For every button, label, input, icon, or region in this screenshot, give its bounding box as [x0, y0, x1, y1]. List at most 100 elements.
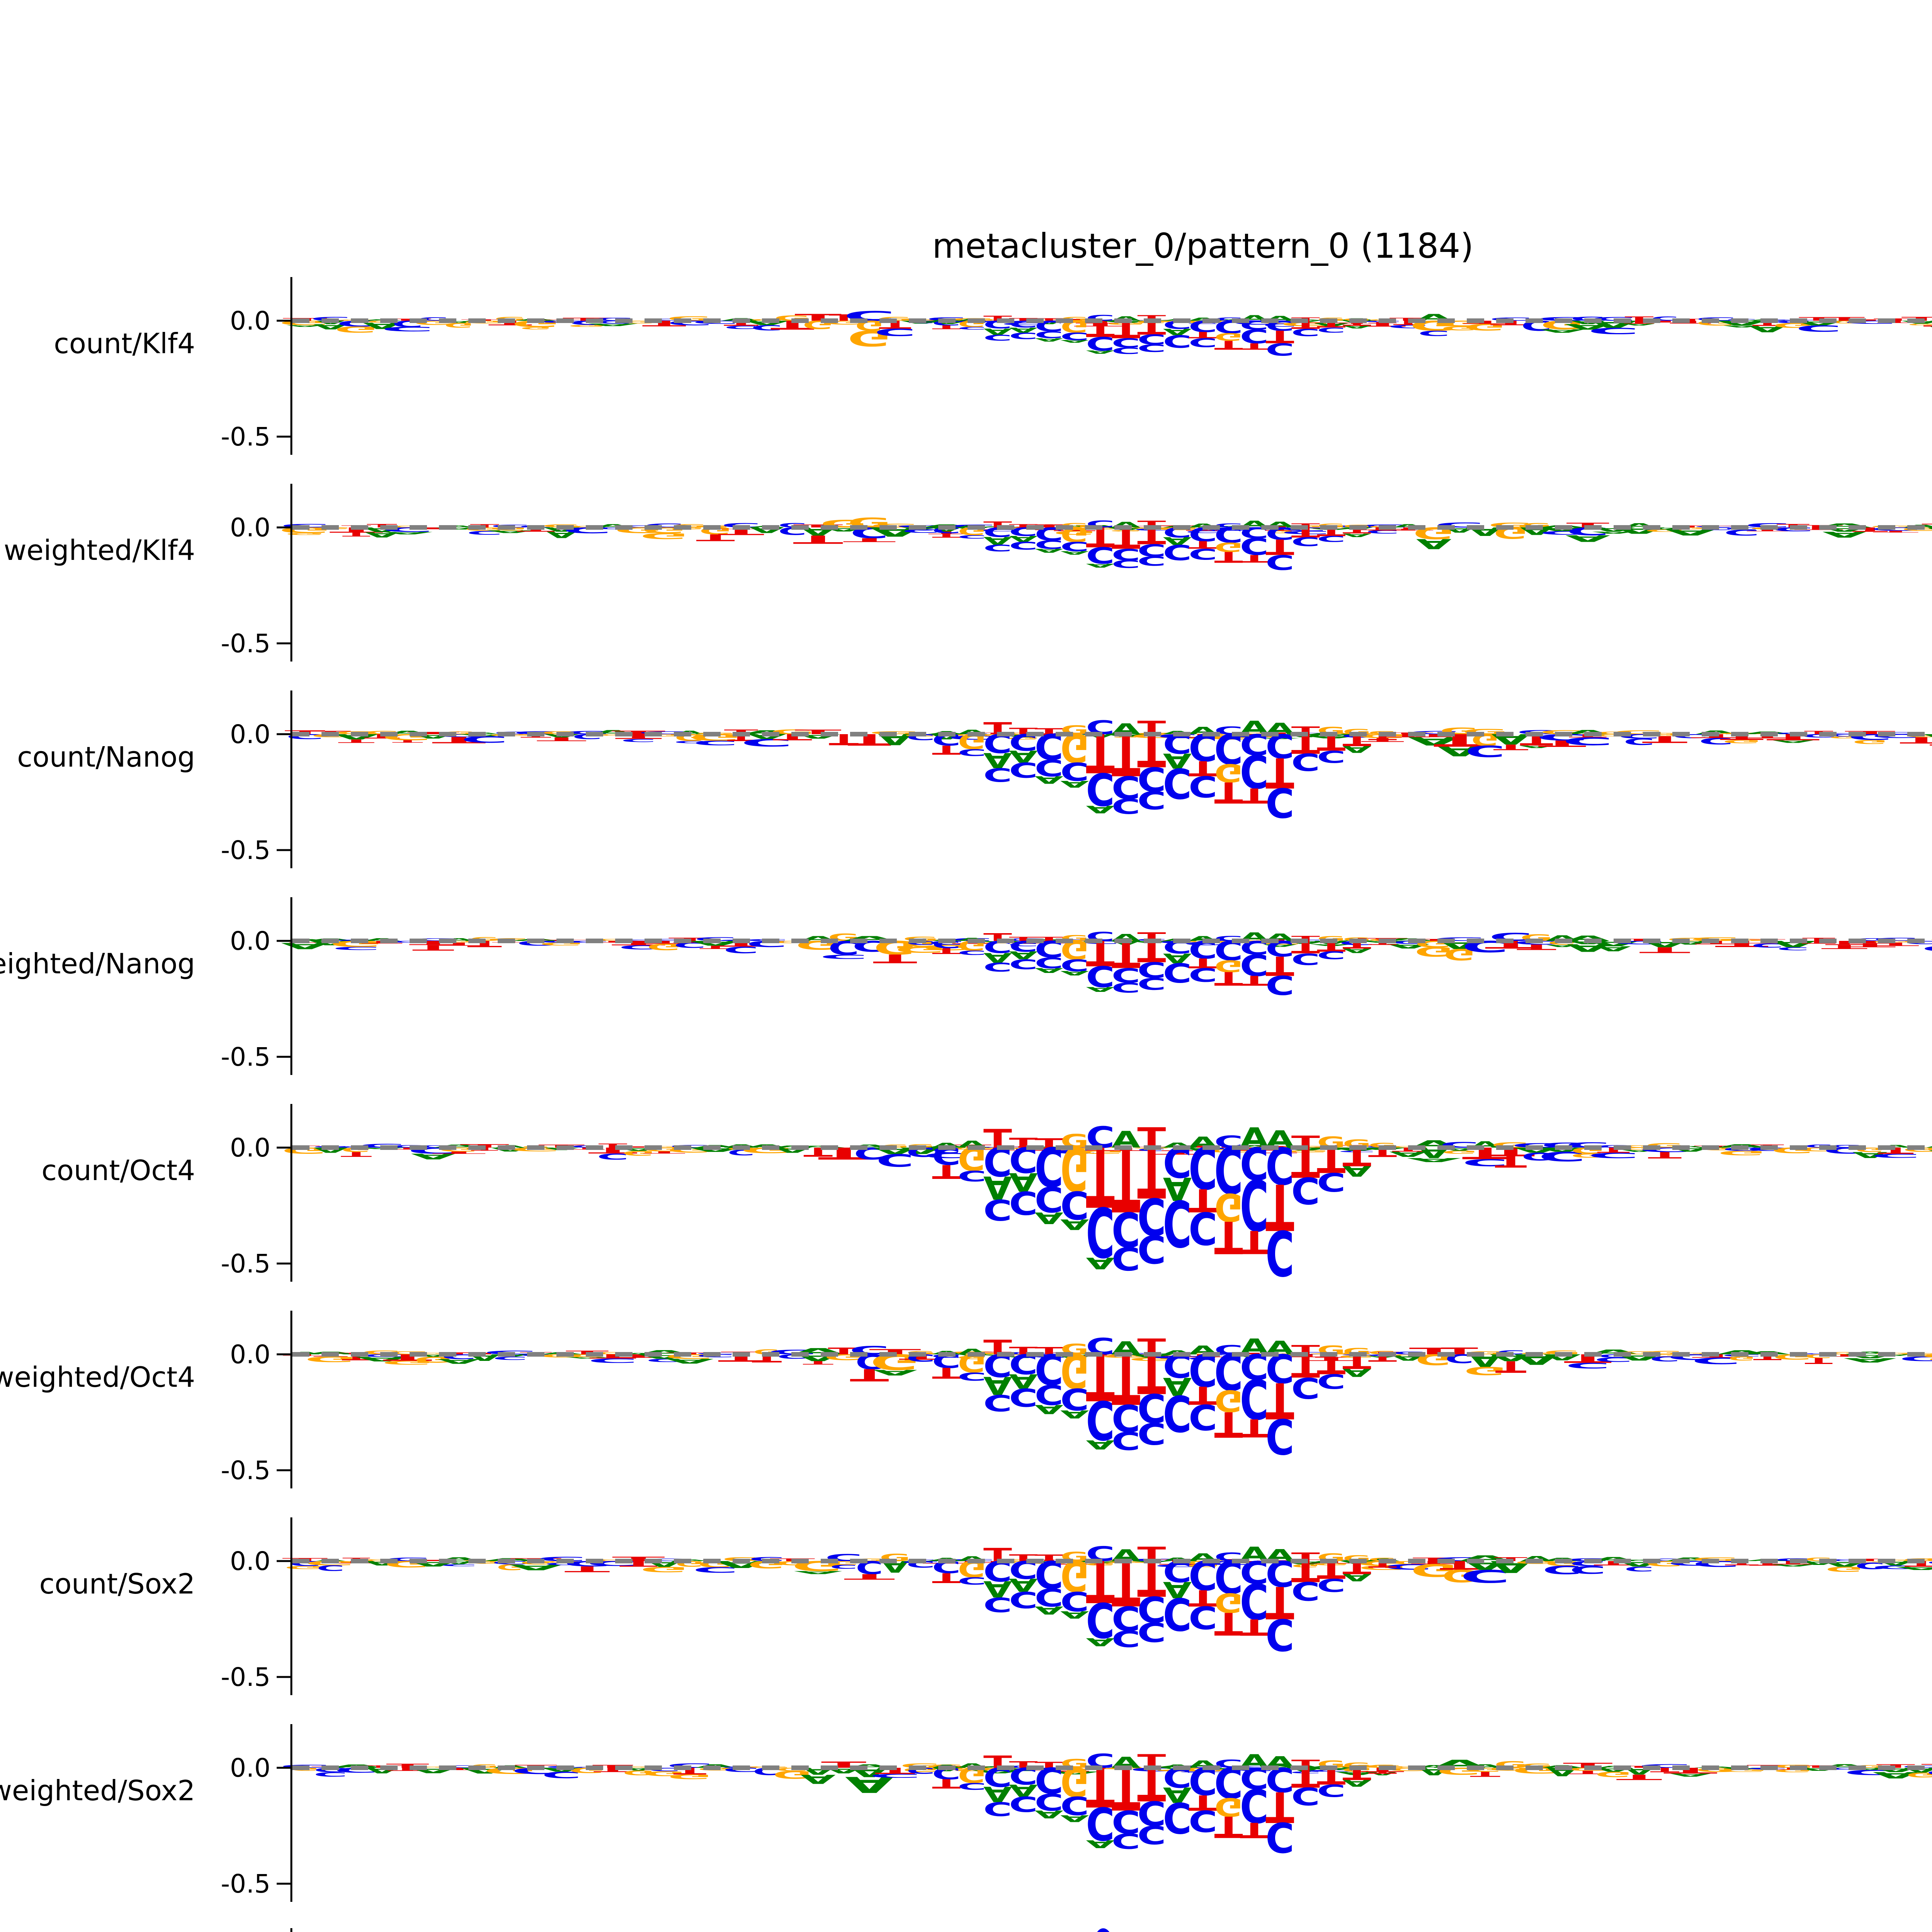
logo-letter-C: C — [1060, 757, 1089, 786]
logo-letter-C: C — [1009, 758, 1037, 782]
logo-letter-T: T — [718, 939, 764, 948]
logo-letter-C: C — [1163, 1384, 1192, 1442]
logo-letter-T: T — [1639, 946, 1690, 955]
logo-letter-A: A — [1009, 1167, 1038, 1196]
logo-letter-G: G — [998, 1354, 1049, 1357]
row-label-weighted-oct4: weighted/Oct4 — [0, 1361, 195, 1393]
logo-letter-C: C — [1137, 785, 1166, 814]
subplot-count-sox2: TCGAGCTTGACGTAAACGGACGTGACGCCTGCTTCAGAGG… — [39, 1517, 1932, 1695]
logo-letter-C: C — [724, 325, 758, 330]
logo-letter-T: T — [1240, 783, 1269, 807]
logo-letter-C: C — [723, 944, 759, 955]
logo-letter-A: A — [1407, 1157, 1461, 1163]
logo-letter-C: C — [1112, 1828, 1140, 1853]
logo-letter-A: A — [1086, 985, 1115, 993]
logo-letter-C: C — [1051, 1149, 1098, 1155]
logo-letter-C: C — [1112, 963, 1140, 986]
logo-letter-C: C — [983, 1593, 1012, 1616]
logo-letter-G: G — [1027, 319, 1070, 321]
logo-letter-T: T — [407, 731, 459, 735]
logo-letter-T: T — [1361, 737, 1404, 743]
logo-letter-T: T — [1265, 950, 1294, 981]
logo-letter-T: T — [1923, 319, 1932, 328]
logo-letter-T: T — [932, 324, 961, 330]
logo-letter-T: T — [1023, 940, 1075, 944]
logo-letter-C: C — [1926, 1560, 1932, 1565]
logo-letter-C: C — [1163, 1185, 1192, 1259]
logo-letter-A: A — [1596, 945, 1631, 953]
logo-letter-C: C — [1588, 1151, 1639, 1160]
logo-letter-G: G — [647, 942, 682, 952]
logo-letter-C: C — [1265, 339, 1294, 359]
logo-letter-C: C — [1060, 956, 1089, 974]
subplot-weighted-nanog: ATAAACGCATCCTTAGTGTGTACTCGCGTCTCCTGTTCCA… — [0, 897, 1932, 1075]
logo-letter-G: G — [304, 1355, 357, 1364]
logo-letter-A: A — [1009, 949, 1038, 961]
logo-letter-A: A — [418, 1354, 449, 1357]
logo-letter-A: A — [1060, 779, 1089, 789]
logo-letter-C: C — [593, 320, 633, 325]
logo-letter-G: G — [1617, 1147, 1661, 1151]
logo-letter-A: A — [624, 1353, 653, 1355]
logo-letter-G: G — [520, 327, 551, 330]
logo-letter-C: C — [619, 944, 658, 951]
logo-letter-G: G — [847, 326, 891, 350]
logo-letter-C: C — [1086, 959, 1114, 993]
logo-letter-A: A — [983, 534, 1012, 547]
logo-letter-T: T — [1256, 1146, 1303, 1148]
logo-letter-T: T — [1821, 944, 1867, 950]
logo-letter-C: C — [957, 326, 986, 331]
logo-letter-C: C — [1291, 1169, 1320, 1211]
logo-letter-C: C — [597, 1151, 629, 1161]
logo-letter-A: A — [1060, 550, 1089, 555]
logo-letter-C: C — [1265, 1813, 1294, 1861]
logo-letter-G: G — [1831, 320, 1858, 324]
logo-letter-C: C — [1265, 779, 1294, 825]
logo-letter-T: T — [1673, 318, 1708, 321]
row-label-weighted-nanog: weighted/Nanog — [0, 947, 195, 980]
logo-letter-G: G — [1869, 525, 1922, 528]
logo-letter-G: G — [593, 1351, 633, 1355]
logo-letter-G: G — [1282, 1150, 1330, 1153]
logo-letter-C: C — [1189, 335, 1217, 349]
logo-letter-T: T — [843, 537, 896, 543]
logo-letter-T: T — [1137, 1930, 1166, 1932]
logo-letter-T: T — [1235, 1352, 1273, 1355]
logo-letter-C: C — [1796, 323, 1842, 333]
logo-letter-C: C — [1240, 532, 1269, 560]
logo-letter-C: C — [1522, 1150, 1551, 1163]
logo-letter-A: A — [1539, 328, 1585, 333]
subplot-weighted-sox2: CGTCCACTATTGACTGAAGTCCACCGTTGAGCGCTGAGCC… — [0, 1724, 1932, 1902]
logo-letter-T: T — [932, 1776, 961, 1791]
logo-letter-C: C — [1265, 969, 1294, 1000]
logo-letter-C: C — [1189, 1202, 1217, 1254]
logo-letter-C: C — [1189, 1134, 1217, 1201]
logo-letter-T: T — [617, 1146, 660, 1148]
logo-letter-C: C — [1317, 1781, 1345, 1800]
logo-letter-C: C — [1291, 327, 1320, 338]
logo-letter-C: C — [588, 1357, 638, 1364]
logo-letter-C: C — [1086, 1192, 1114, 1271]
logo-letter-C: C — [1317, 326, 1345, 334]
logo-letter-C: C — [1539, 530, 1585, 536]
logo-letter-T: T — [1538, 738, 1586, 748]
logo-letter-T: T — [1240, 1818, 1269, 1842]
logo-letter-A: A — [1232, 1145, 1277, 1148]
logo-letter-A: A — [1032, 1146, 1066, 1148]
logo-letter-G: G — [1237, 939, 1272, 942]
logo-letter-G: G — [1442, 1150, 1478, 1155]
logo-letter-C: C — [435, 733, 483, 738]
logo-letter-C: C — [983, 960, 1012, 974]
logo-letter-C: C — [1265, 550, 1294, 573]
logo-letter-C: C — [1112, 545, 1140, 563]
logo-letter-C: C — [1185, 530, 1221, 533]
logo-letter-T: T — [932, 532, 961, 539]
logo-letter-T: T — [1189, 539, 1217, 551]
logo-letter-G: G — [1210, 320, 1247, 323]
logo-letter-C: C — [1059, 1145, 1090, 1148]
logo-letter-T: T — [1005, 1146, 1042, 1148]
logo-letter-A: A — [1342, 1571, 1371, 1583]
logo-letter-A: A — [1926, 1143, 1932, 1149]
logo-letter-G: G — [1266, 1147, 1294, 1151]
logo-letter-A: A — [1007, 1356, 1041, 1358]
